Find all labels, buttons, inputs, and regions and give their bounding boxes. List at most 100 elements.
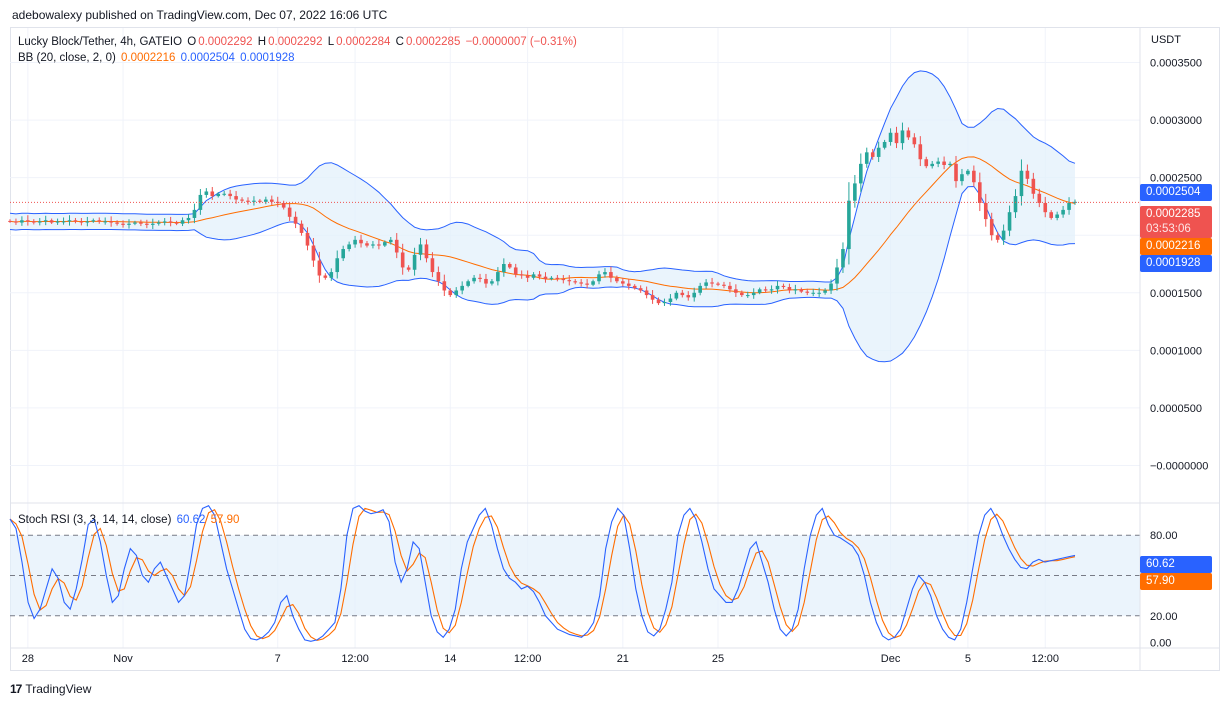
candle-body [484, 278, 488, 284]
candle-body [258, 200, 262, 202]
candle-body [859, 163, 863, 184]
candle-body [388, 239, 393, 243]
candle-body [662, 301, 667, 304]
candle-body [591, 281, 595, 285]
candle-body [359, 239, 363, 244]
close-value: 0.0002285 [405, 36, 461, 48]
candle-body [478, 277, 482, 279]
stoch-d-price-tag: 57.90 [1140, 573, 1212, 590]
candle-body [1037, 193, 1042, 203]
time-axis-label: 12:00 [341, 653, 369, 665]
candle-body [406, 267, 411, 270]
candle-body [597, 274, 601, 282]
tradingview-logo-icon: 17 [10, 682, 22, 696]
candle-body [192, 209, 197, 218]
candle-body [240, 199, 244, 201]
candle-body [448, 290, 453, 296]
time-axis-label: Nov [113, 653, 133, 665]
candle-body [716, 283, 720, 285]
candle-body [502, 264, 506, 273]
candle-body [983, 202, 988, 220]
time-axis-label: 25 [712, 653, 724, 665]
candle-body [299, 223, 304, 233]
candle-body [900, 130, 905, 144]
bb-upper-price-tag: 0.0002504 [1140, 184, 1212, 201]
stoch-rsi-axis-label: 0.00 [1150, 638, 1171, 650]
bb-lower-price-tag: 0.0001928 [1140, 255, 1212, 272]
candle-body [710, 282, 714, 284]
bb-label: BB (20, close, 2, 0) [18, 52, 116, 64]
candle-body [20, 220, 24, 223]
candle-body [888, 132, 893, 142]
candle-body [847, 200, 851, 250]
attribution-text: adebowalexy published on TradingView.com… [12, 8, 388, 22]
candle-body [769, 289, 774, 291]
price-axis-label: −0.0000000 [1150, 460, 1208, 472]
time-axis-label: 14 [444, 653, 456, 665]
candle-body [757, 289, 762, 293]
candle-body [686, 295, 691, 298]
candle-body [728, 285, 732, 290]
candle-body [1067, 202, 1071, 210]
candle-body [281, 202, 286, 208]
price-axis-label: 0.0001500 [1150, 288, 1202, 300]
candle-body [692, 292, 697, 298]
bb-basis-value: 0.0002216 [121, 52, 176, 64]
candle-body [972, 170, 976, 183]
candle-body [609, 272, 613, 278]
candle-body [615, 277, 619, 282]
candle-body [740, 292, 744, 296]
bollinger-bands [9, 70, 1076, 363]
time-axis-label: Dec [881, 653, 901, 665]
bb-band-fill [10, 70, 1075, 362]
tradingview-footer[interactable]: 17 TradingView [10, 682, 91, 696]
candle-body [436, 272, 441, 282]
candle-body [960, 174, 964, 182]
candle-body [1031, 178, 1036, 194]
candle-body [912, 137, 917, 145]
candle-body [1043, 202, 1048, 213]
time-axis-label: 12:00 [514, 653, 542, 665]
bb-upper-value: 0.0002504 [180, 52, 235, 64]
candle-body [1025, 170, 1030, 179]
candle-body [85, 221, 90, 223]
candle-body [507, 264, 512, 268]
candle-body [91, 220, 96, 222]
price-axis-label: 0.0002500 [1150, 173, 1202, 185]
candle-body [1055, 214, 1059, 218]
stoch-rsi-legend: Stoch RSI (3, 3, 14, 14, close) 60.62 57… [18, 514, 241, 526]
candle-body [817, 292, 821, 294]
candle-body [632, 285, 637, 289]
low-label: L [327, 36, 335, 48]
candle-body [204, 191, 209, 195]
candle-body [835, 267, 839, 284]
candle-body [763, 289, 768, 291]
bb-lower-line [9, 185, 1076, 363]
candle-body [37, 221, 42, 223]
candle-body [751, 292, 756, 296]
candle-body [781, 285, 786, 288]
candle-body [55, 221, 60, 223]
candle-body [150, 223, 155, 225]
candle-body [317, 260, 322, 276]
candle-body [234, 196, 238, 200]
candle-body [1061, 209, 1065, 215]
candle-body [989, 219, 994, 236]
candle-body [61, 221, 66, 223]
candle-body [745, 295, 750, 297]
bb-lower-value: 0.0001928 [240, 52, 295, 64]
candle-body [347, 244, 351, 250]
candle-body [371, 244, 375, 246]
price-axis-label: 0.0003000 [1150, 115, 1202, 127]
candle-body [799, 289, 804, 292]
candle-body [198, 194, 203, 210]
candle-body [73, 220, 78, 222]
bb-basis-line [9, 156, 1076, 294]
low-value: 0.0002284 [336, 36, 391, 48]
candle-body [115, 222, 119, 224]
symbol-legend: Lucky Block/Tether, 4h, GATEIO O 0.000229… [18, 36, 579, 48]
stoch-rsi-lines [9, 505, 1076, 642]
candle-body [168, 221, 173, 223]
candle-body [680, 292, 685, 296]
